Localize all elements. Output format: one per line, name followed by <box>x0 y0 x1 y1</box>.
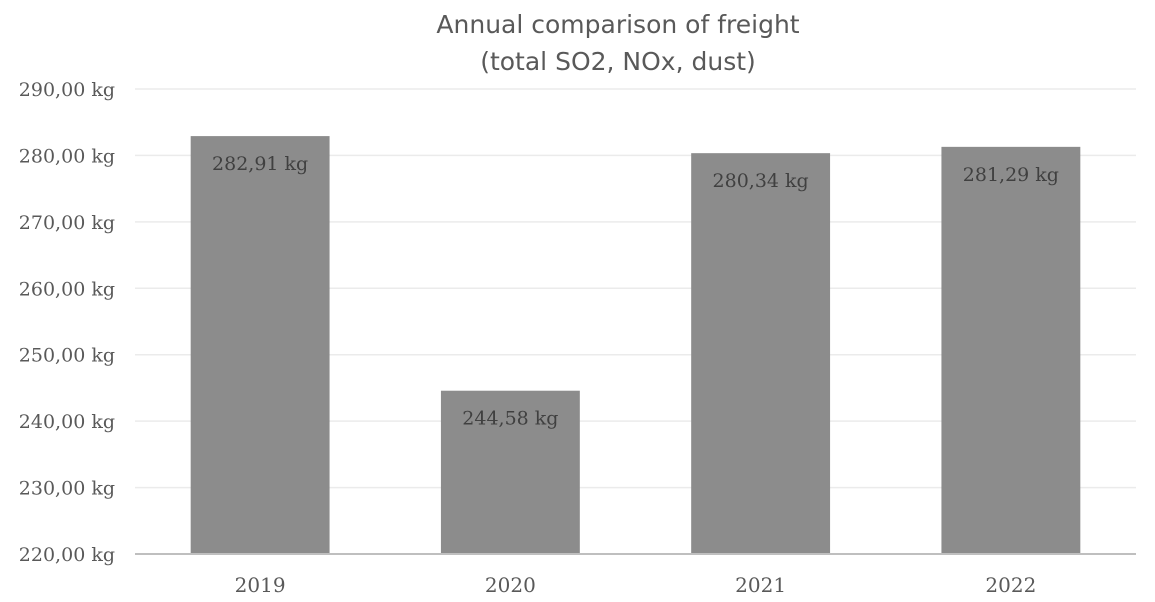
x-tick-label: 2020 <box>485 573 536 597</box>
bar <box>440 390 580 554</box>
data-label: 281,29 kg <box>963 164 1059 186</box>
y-tick-label: 290,00 kg <box>19 79 115 101</box>
x-tick-label: 2022 <box>985 573 1036 597</box>
x-tick-label: 2021 <box>735 573 786 597</box>
data-label: 280,34 kg <box>713 170 809 192</box>
bar <box>691 153 831 555</box>
bar <box>190 136 330 555</box>
y-tick-label: 250,00 kg <box>19 345 115 367</box>
x-axis-tick-labels: 2019 2020 2021 2022 <box>235 573 1037 597</box>
y-tick-label: 280,00 kg <box>19 145 115 167</box>
x-tick-label: 2019 <box>235 573 286 597</box>
data-label: 282,91 kg <box>212 153 308 175</box>
y-tick-label: 270,00 kg <box>19 212 115 234</box>
data-label: 244,58 kg <box>462 408 558 430</box>
y-tick-label: 220,00 kg <box>19 544 115 566</box>
y-tick-label: 240,00 kg <box>19 411 115 433</box>
data-labels: 282,91 kg 244,58 kg 280,34 kg 281,29 kg <box>212 153 1059 430</box>
y-axis-tick-labels: 220,00 kg 230,00 kg 240,00 kg 250,00 kg 260,… <box>19 79 115 566</box>
bars <box>190 136 1081 555</box>
chart-title-line-1: Annual comparison of freight <box>436 10 799 39</box>
chart-title-line-2: (total SO2, NOx, dust) <box>480 47 756 76</box>
y-tick-label: 230,00 kg <box>19 478 115 500</box>
y-tick-label: 260,00 kg <box>19 278 115 300</box>
bar <box>941 146 1081 554</box>
